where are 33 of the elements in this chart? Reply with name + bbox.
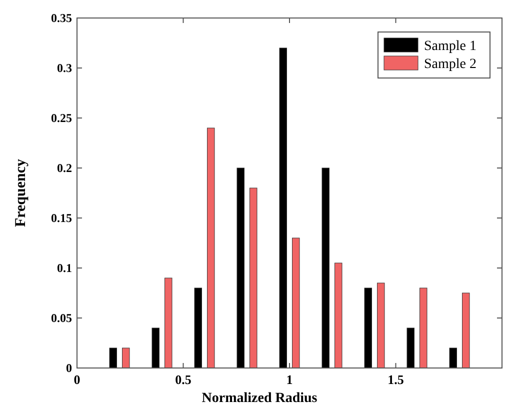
- y-tick-label: 0.15: [51, 211, 72, 225]
- y-axis-title: Frequency: [13, 158, 29, 228]
- y-tick-label: 0.3: [57, 61, 72, 75]
- bar: [122, 348, 130, 368]
- bar: [377, 282, 385, 368]
- y-tick-label: 0.25: [51, 111, 72, 125]
- bar: [109, 348, 117, 368]
- legend-label: Sample 1: [424, 39, 476, 54]
- x-tick-label: 1.5: [388, 372, 404, 387]
- bar: [449, 348, 457, 368]
- bar: [462, 292, 470, 368]
- bar: [322, 168, 330, 368]
- bar: [364, 288, 372, 368]
- bar: [279, 48, 287, 368]
- legend-label: Sample 2: [424, 57, 476, 72]
- bar: [420, 288, 428, 368]
- x-axis-title: Normalized Radius: [202, 391, 318, 406]
- bar: [406, 328, 414, 368]
- bar: [194, 288, 202, 368]
- x-tick-label: 1: [286, 372, 293, 387]
- bar: [164, 278, 172, 368]
- y-tick-label: 0.35: [51, 11, 72, 25]
- y-tick-label: 0: [66, 361, 72, 375]
- bar: [236, 168, 244, 368]
- bar: [250, 188, 258, 368]
- bar: [334, 262, 342, 368]
- bar: [292, 238, 300, 368]
- y-tick-label: 0.05: [51, 311, 72, 325]
- y-tick-label: 0.2: [57, 161, 72, 175]
- x-tick-label: 0.5: [175, 372, 192, 387]
- y-tick-label: 0.1: [57, 261, 72, 275]
- bar: [152, 328, 160, 368]
- bar: [207, 128, 215, 368]
